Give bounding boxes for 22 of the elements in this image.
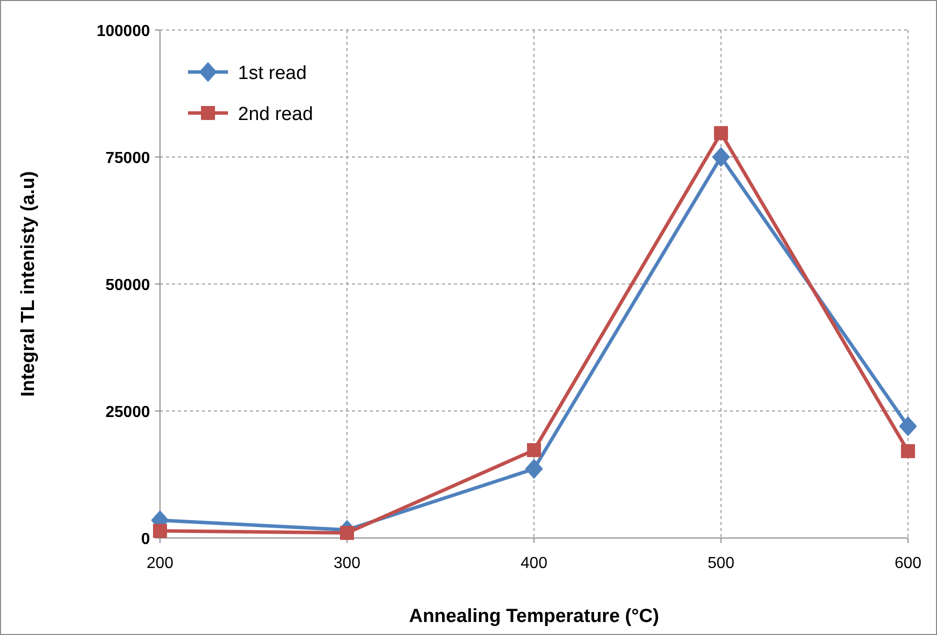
legend-label: 2nd read <box>238 104 314 125</box>
y-tick-label: 75000 <box>106 150 150 167</box>
x-axis-title: Annealing Temperature (°C) <box>408 606 660 627</box>
point <box>525 458 543 479</box>
y-tick-label: 100000 <box>96 23 150 40</box>
point <box>714 126 728 140</box>
point <box>899 416 917 436</box>
point <box>901 444 915 458</box>
legend-label: 1st read <box>238 63 307 84</box>
x-tick-label: 600 <box>894 555 922 572</box>
y-tick-label: 25000 <box>106 404 150 421</box>
x-tick-label: 400 <box>520 555 548 572</box>
x-tick-label: 200 <box>146 555 174 572</box>
y-tick-label: 0 <box>141 531 150 548</box>
point <box>153 524 167 538</box>
point <box>527 443 541 458</box>
y-tick-label: 50000 <box>106 277 150 294</box>
point <box>712 147 730 167</box>
y-axis-title: Integral TL intenisty (a.u) <box>18 171 39 397</box>
point <box>340 526 354 540</box>
x-tick-label: 300 <box>334 555 360 572</box>
x-tick-label: 500 <box>708 555 734 572</box>
